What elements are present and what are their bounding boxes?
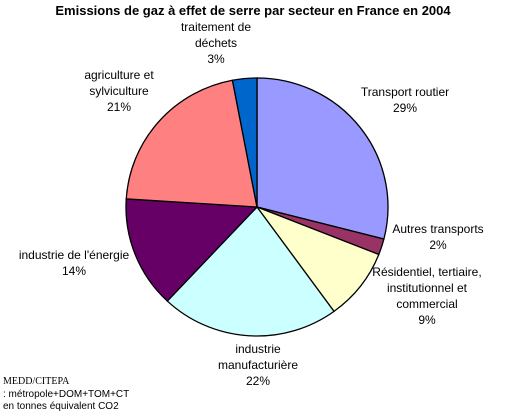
scope-note: : métropole+DOM+TOM+CT <box>3 389 130 400</box>
slice-labels: Transport routier 29% Autres transports 2% R… <box>19 20 484 388</box>
chart-title: Emissions de gaz à effet de serre par se… <box>55 3 451 18</box>
slice-percent: 29% <box>393 101 417 115</box>
slice-label-line: institutionnel et <box>387 281 468 295</box>
slice-label: traitement de déchets 3% <box>181 20 251 66</box>
slice-percent: 14% <box>62 264 86 278</box>
unit-note: en tonnes équivalent CO2 <box>3 401 119 412</box>
slice-label-line: Autres transports <box>392 222 483 236</box>
slice-label-line: industrie <box>235 342 281 356</box>
pie-slice <box>231 77 258 208</box>
slice-percent: 3% <box>207 52 225 66</box>
slice-label: agriculture et sylviculture 21% <box>84 68 154 114</box>
slice-percent: 22% <box>246 374 270 388</box>
pie-slice <box>256 77 389 240</box>
slice-label-line: Résidentiel, tertiaire, <box>372 265 481 279</box>
slice-label: industrie manufacturière 22% <box>218 342 298 388</box>
slice-label: industrie de l'énergie 14% <box>19 248 130 278</box>
slice-label: Autres transports 2% <box>392 222 483 252</box>
slice-percent: 2% <box>429 238 447 252</box>
slice-label-line: traitement de <box>181 20 251 34</box>
pie-slice <box>166 205 335 337</box>
slice-percent: 9% <box>418 313 436 327</box>
slice-label-line: manufacturière <box>218 358 298 372</box>
slice-label: Transport routier 29% <box>361 85 449 115</box>
pie-slices <box>125 77 389 337</box>
pie-slice <box>125 198 259 302</box>
pie-slice <box>125 79 258 208</box>
slice-percent: 21% <box>107 100 131 114</box>
slice-label: Résidentiel, tertiaire, institutionnel et… <box>372 265 481 327</box>
slice-label-line: sylviculture <box>89 84 149 98</box>
slice-label-line: agriculture et <box>84 68 154 82</box>
slice-label-line: Transport routier <box>361 85 449 99</box>
slice-label-line: déchets <box>195 36 237 50</box>
source-note: MEDD/CITEPA <box>3 376 70 387</box>
slice-label-line: industrie de l'énergie <box>19 248 130 262</box>
slice-label-line: commercial <box>396 297 457 311</box>
